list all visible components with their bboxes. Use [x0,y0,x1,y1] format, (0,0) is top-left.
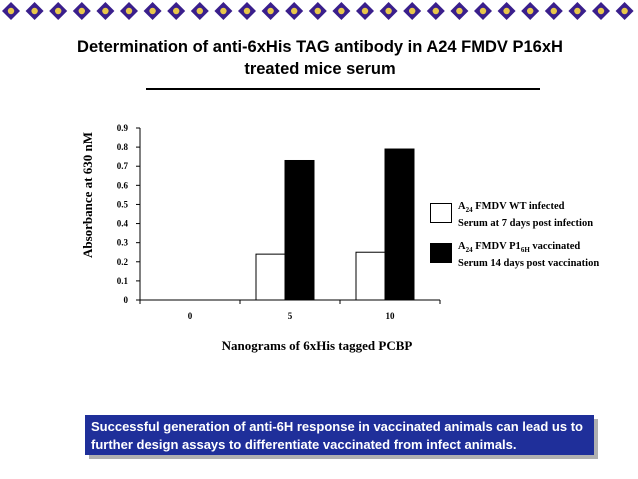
border-flower-icon [190,2,209,20]
border-flower-icon [497,2,516,20]
border-flower-icon [285,2,304,20]
border-flower-icon [379,2,398,20]
y-tick-label: 0.1 [117,276,129,286]
y-axis-label: Absorbance at 630 nM [80,131,95,259]
border-flower-icon [167,2,186,20]
x-tick-label: 5 [288,311,293,321]
border-flower-icon [308,2,327,20]
y-tick-label: 0.8 [117,142,129,152]
border-flower-icon [143,2,162,20]
decorative-border [2,2,634,20]
x-axis-label: Nanograms of 6xHis tagged PCBP [222,338,413,353]
conclusion-banner: Successful generation of anti-6H respons… [85,415,594,455]
border-flower-icon [521,2,540,20]
border-flower-icon [238,2,256,20]
border-flower-icon [72,2,91,20]
y-tick-label: 0.6 [117,180,129,190]
border-flower-icon [96,2,115,20]
bar-vaccinated [284,159,315,301]
border-flower-icon [474,2,492,20]
page-title: Determination of anti-6xHis TAG antibody… [77,38,563,78]
x-tick-label: 0 [188,311,193,321]
border-flower-icon [332,2,351,20]
x-tick-label: 10 [386,311,396,321]
legend-label-vacc: A24 FMDV P16H vaccinated Serum 14 days po… [458,241,600,270]
border-flower-icon [568,2,587,20]
border-flower-icon [426,2,445,20]
border-flower-icon [592,2,610,20]
y-tick-label: 0.2 [117,257,129,267]
y-tick-label: 0.9 [117,123,129,133]
border-flower-icon [261,2,280,20]
border-flower-icon [25,2,44,20]
y-tick-label: 0.4 [117,219,129,229]
border-flower-icon [450,2,469,20]
y-tick-label: 0.5 [117,199,129,209]
legend-label-wt: A24 FMDV WT infected Serum at 7 days post… [458,201,594,230]
legend-swatch-vacc [430,243,452,263]
border-flower-icon [403,2,422,20]
border-flower-icon [49,2,68,20]
border-flower-icon [2,2,20,20]
legend-swatch-wt [430,203,452,223]
y-tick-label: 0.7 [117,161,129,171]
bar-wt-infected [355,251,386,301]
border-flower-icon [356,2,374,20]
title-underline [146,88,540,90]
border-flower-icon [214,2,233,20]
border-flower-icon [615,2,634,20]
border-flower-icon [544,2,563,20]
border-flower-icon [120,2,138,20]
y-tick-label: 0.3 [117,238,129,248]
bar-wt-infected [255,253,286,301]
y-tick-label: 0 [124,295,129,305]
bar-vaccinated [384,148,415,301]
